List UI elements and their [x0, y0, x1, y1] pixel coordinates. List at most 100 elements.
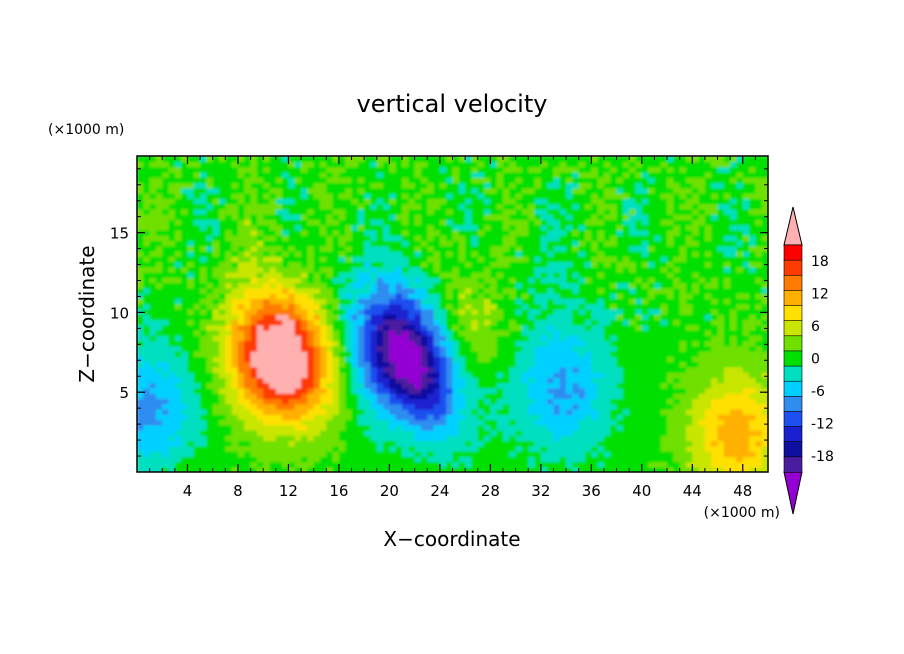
heatmap-cell	[269, 271, 277, 278]
heatmap-cell	[465, 456, 473, 463]
heatmap-cell	[376, 171, 384, 178]
heatmap-cell	[616, 303, 624, 310]
heatmap-cell	[282, 340, 290, 347]
heatmap-cell	[515, 450, 523, 457]
heatmap-cell	[200, 408, 208, 415]
heatmap-cell	[187, 261, 195, 268]
heatmap-cell	[370, 208, 378, 215]
heatmap-cell	[610, 435, 618, 442]
heatmap-cell	[635, 319, 643, 326]
heatmap-cell	[143, 256, 151, 263]
heatmap-cell	[648, 166, 656, 173]
heatmap-cell	[275, 319, 283, 326]
heatmap-cell	[307, 224, 315, 231]
heatmap-cell	[244, 382, 252, 389]
heatmap-cell	[149, 161, 157, 168]
heatmap-cell	[193, 450, 201, 457]
heatmap-cell	[345, 303, 353, 310]
heatmap-cell	[458, 287, 466, 294]
heatmap-cell	[446, 161, 454, 168]
heatmap-cell	[452, 377, 460, 384]
heatmap-cell	[250, 345, 258, 352]
heatmap-cell	[313, 229, 321, 236]
heatmap-cell	[433, 287, 441, 294]
heatmap-cell	[155, 382, 164, 389]
heatmap-cell	[515, 461, 523, 468]
heatmap-cell	[351, 166, 359, 173]
heatmap-cell	[528, 198, 536, 205]
heatmap-cell	[641, 356, 649, 363]
heatmap-cell	[193, 156, 201, 163]
heatmap-cell	[193, 266, 201, 273]
heatmap-cell	[654, 261, 662, 268]
heatmap-cell	[250, 229, 258, 236]
heatmap-cell	[591, 450, 599, 457]
heatmap-cell	[187, 250, 195, 257]
heatmap-cell	[616, 161, 624, 168]
heatmap-cell	[408, 329, 416, 336]
heatmap-cell	[458, 466, 466, 472]
heatmap-cell	[225, 303, 233, 310]
heatmap-cell	[250, 450, 258, 457]
heatmap-cell	[345, 219, 353, 226]
heatmap-cell	[313, 319, 321, 326]
heatmap-cell	[515, 414, 523, 421]
heatmap-cell	[357, 287, 365, 294]
heatmap-cell	[465, 198, 473, 205]
heatmap-cell	[288, 440, 296, 447]
heatmap-cell	[231, 408, 239, 415]
heatmap-cell	[301, 324, 309, 331]
heatmap-cell	[610, 329, 618, 336]
heatmap-cell	[206, 256, 214, 263]
heatmap-cell	[219, 250, 227, 257]
heatmap-cell	[326, 456, 334, 463]
heatmap-cell	[219, 466, 227, 472]
heatmap-cell	[585, 250, 593, 257]
heatmap-cell	[610, 277, 618, 284]
heatmap-cell	[490, 424, 498, 431]
heatmap-cell	[200, 403, 208, 410]
heatmap-cell	[540, 408, 548, 415]
heatmap-cell	[616, 192, 624, 199]
heatmap-cell	[313, 382, 321, 389]
heatmap-cell	[319, 161, 328, 168]
heatmap-cell	[622, 361, 630, 368]
heatmap-cell	[376, 398, 384, 405]
heatmap-cell	[370, 303, 378, 310]
heatmap-cell	[357, 235, 365, 242]
heatmap-cell	[351, 361, 359, 368]
heatmap-cell	[629, 329, 637, 336]
heatmap-cell	[414, 213, 422, 220]
heatmap-cell	[414, 361, 422, 368]
heatmap-cell	[414, 319, 422, 326]
heatmap-cell	[521, 314, 530, 321]
heatmap-cell	[206, 403, 214, 410]
heatmap-cell	[502, 414, 511, 421]
heatmap-cell	[585, 271, 593, 278]
heatmap-cell	[603, 361, 612, 368]
heatmap-cell	[181, 287, 189, 294]
heatmap-cell	[597, 182, 605, 189]
heatmap-cell	[395, 419, 403, 426]
heatmap-cell	[174, 440, 182, 447]
heatmap-cell	[515, 387, 523, 394]
heatmap-cell	[206, 198, 214, 205]
heatmap-cell	[193, 335, 201, 342]
heatmap-cell	[332, 245, 340, 252]
heatmap-cell	[458, 261, 466, 268]
heatmap-cell	[578, 219, 586, 226]
heatmap-cell	[502, 314, 511, 321]
heatmap-cell	[332, 282, 340, 289]
heatmap-cell	[395, 329, 403, 336]
heatmap-cell	[427, 429, 435, 436]
heatmap-cell	[345, 329, 353, 336]
heatmap-cell	[629, 161, 637, 168]
heatmap-cell	[174, 187, 182, 194]
heatmap-cell	[427, 308, 435, 315]
heatmap-cell	[263, 424, 271, 431]
heatmap-cell	[427, 329, 435, 336]
heatmap-cell	[137, 382, 145, 389]
heatmap-cell	[603, 245, 612, 252]
heatmap-cell	[212, 314, 220, 321]
heatmap-cell	[439, 192, 447, 199]
